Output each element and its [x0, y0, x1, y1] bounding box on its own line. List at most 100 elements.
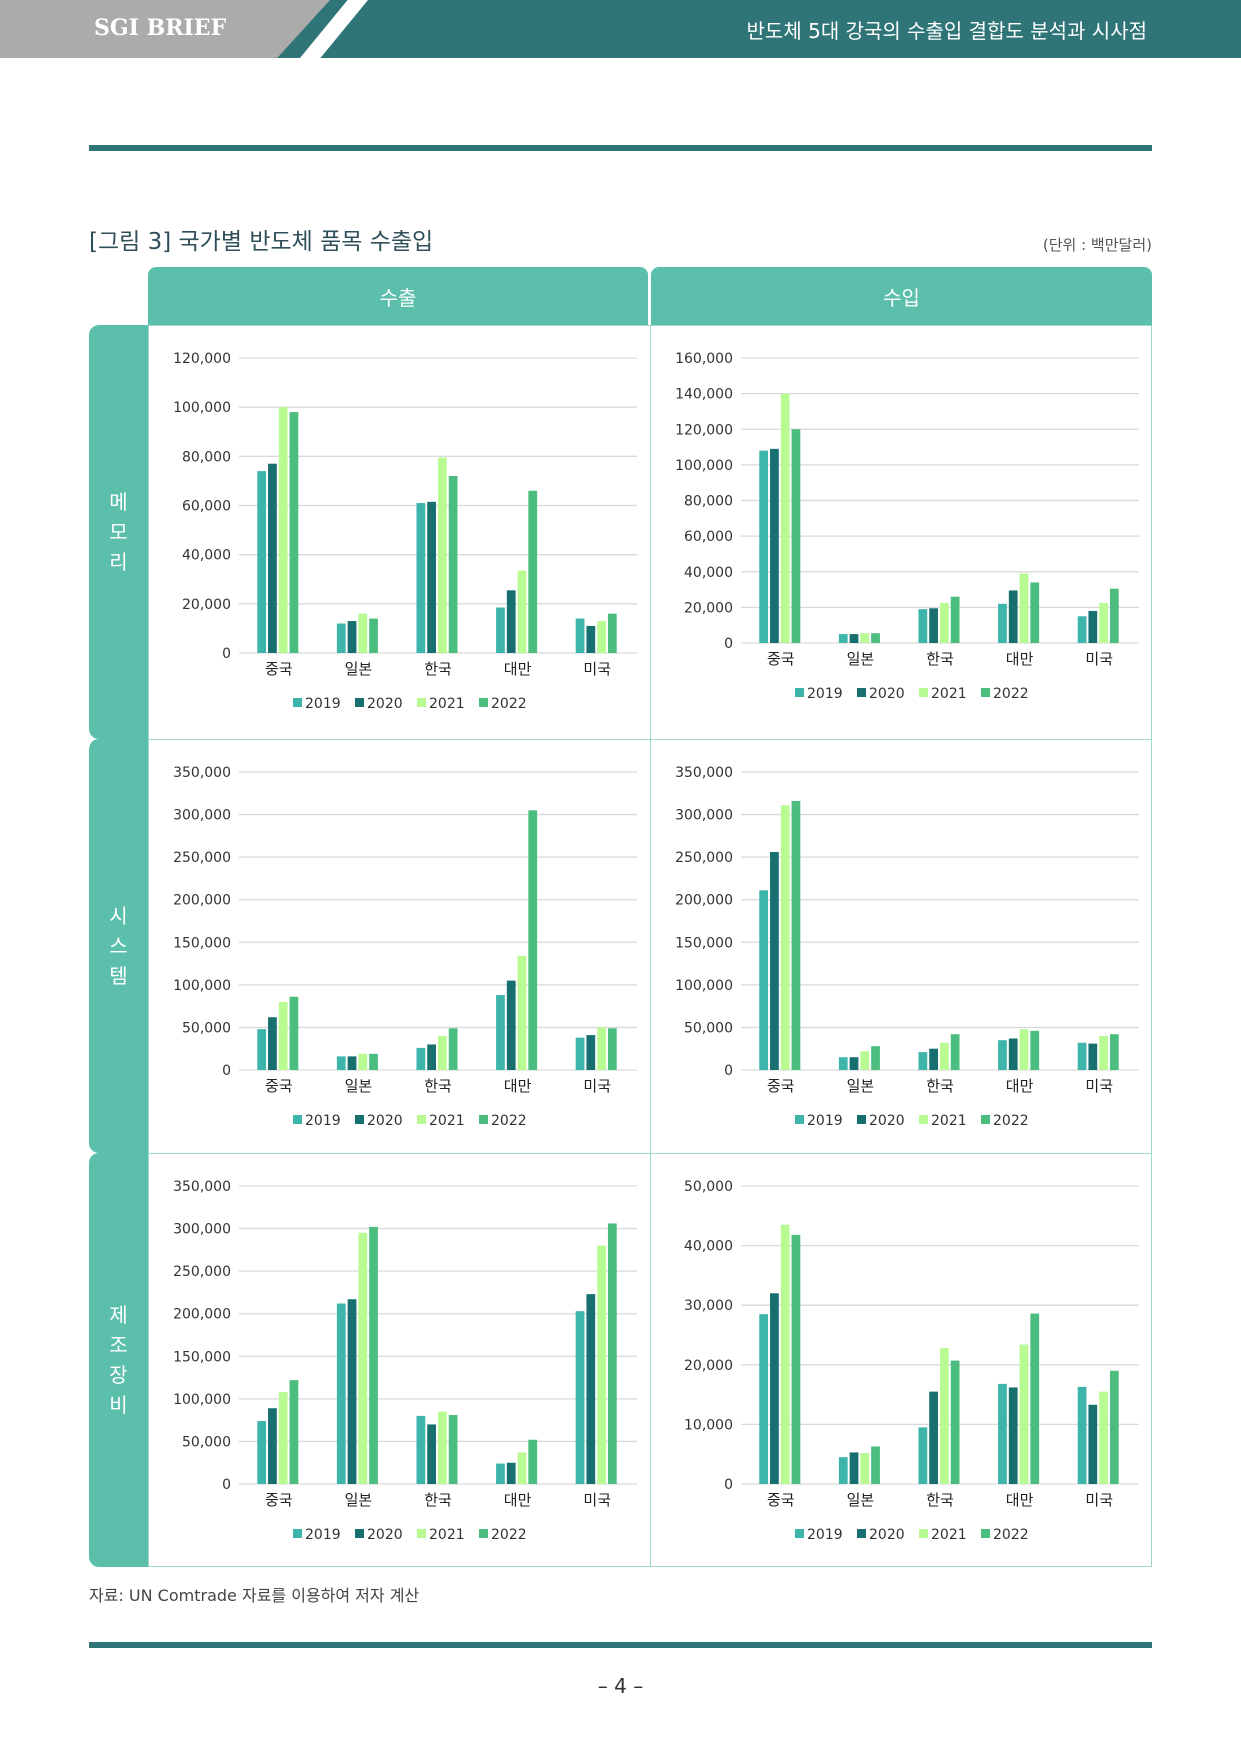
bar-2019	[918, 609, 928, 643]
bar-2019	[336, 1303, 346, 1484]
legend-label: 2021	[931, 1113, 967, 1129]
y-tick-label: 300,000	[173, 808, 231, 824]
legend-swatch	[857, 1115, 866, 1124]
bar-2020	[849, 634, 859, 643]
legend-label: 2020	[367, 696, 403, 712]
y-tick-label: 100,000	[173, 400, 231, 416]
bar-chart: 0 50,000 100,000 150,000 200,000 250,000 300,0…	[173, 1179, 637, 1543]
y-tick-label: 20,000	[684, 1358, 733, 1374]
y-tick-label: 80,000	[684, 494, 733, 510]
y-tick-label: 50,000	[182, 1020, 231, 1036]
bar-2021	[1019, 1029, 1029, 1070]
bar-2021	[597, 621, 606, 653]
legend-label: 2019	[807, 1113, 843, 1129]
legend-label: 2022	[491, 696, 527, 712]
row-header-label: 시스템	[109, 904, 128, 988]
bar-2020	[849, 1452, 859, 1484]
legend-swatch	[355, 1115, 364, 1124]
legend-swatch	[795, 688, 804, 697]
bar-2019	[1077, 1386, 1087, 1484]
legend-swatch	[355, 698, 364, 707]
bar-2019	[838, 634, 848, 643]
legend-swatch	[479, 698, 488, 707]
source-note: 자료: UN Comtrade 자료를 이용하여 저자 계산	[89, 1586, 420, 1605]
bar-2019	[257, 1420, 267, 1484]
bar-chart: 0 10,000 20,000 30,000 40,000 50,000 중국 일본 한국 대만 미…	[684, 1179, 1139, 1543]
y-tick-label: 140,000	[675, 387, 733, 403]
legend-label: 2021	[931, 686, 967, 702]
legend-swatch	[355, 1529, 364, 1538]
bar-2022	[289, 1380, 299, 1484]
y-tick-label: 150,000	[173, 935, 231, 951]
bar-2022	[448, 1028, 458, 1070]
bar-2019	[918, 1427, 928, 1484]
brand-logo: SGI BRIEF	[94, 15, 227, 41]
bar-2021	[358, 613, 368, 653]
bar-chart: 0 50,000 100,000 150,000 200,000 250,000 300,0…	[675, 765, 1139, 1129]
y-tick-label: 100,000	[173, 978, 231, 994]
bar-2020	[1008, 1387, 1018, 1484]
x-tick-label: 일본	[345, 1077, 373, 1095]
bar-2022	[448, 1415, 458, 1484]
x-tick-label: 중국	[265, 1491, 293, 1509]
bar-2021	[278, 407, 288, 653]
bar-2021	[358, 1232, 368, 1484]
bar-2021	[438, 457, 447, 653]
legend-swatch	[919, 1115, 928, 1124]
y-tick-label: 0	[222, 1063, 231, 1079]
bar-2019	[575, 1037, 585, 1070]
bar-2021	[940, 602, 949, 643]
legend-swatch	[981, 1529, 990, 1538]
bar-2022	[1109, 1034, 1119, 1070]
chart-equipment-export: 0 50,000 100,000 150,000 200,000 250,000 300,0…	[148, 1153, 651, 1567]
bar-2020	[1088, 1043, 1098, 1070]
legend-label: 2022	[993, 1527, 1029, 1543]
bar-2021	[780, 1224, 790, 1484]
bar-2022	[607, 613, 617, 653]
legend-swatch	[919, 1529, 928, 1538]
bar-2022	[369, 1226, 378, 1484]
bar-2019	[838, 1457, 848, 1484]
legend-label: 2021	[931, 1527, 967, 1543]
y-tick-label: 200,000	[173, 1307, 231, 1323]
bar-2022	[369, 618, 378, 653]
bar-2022	[369, 1053, 378, 1070]
bar-2021	[517, 1452, 527, 1484]
y-tick-label: 200,000	[675, 893, 733, 909]
y-tick-label: 150,000	[675, 935, 733, 951]
legend-label: 2020	[869, 1113, 905, 1129]
bar-2020	[506, 980, 516, 1070]
bar-2022	[791, 800, 801, 1070]
y-tick-label: 40,000	[182, 548, 231, 564]
bar-2020	[268, 463, 277, 653]
legend-label: 2020	[869, 686, 905, 702]
chart-memory-export: 0 20,000 40,000 60,000 80,000 100,000 120,000 중…	[148, 325, 651, 740]
bar-2020	[347, 1299, 357, 1484]
bar-2020	[586, 1294, 596, 1484]
x-tick-label: 한국	[926, 650, 954, 668]
bar-2020	[1008, 1038, 1018, 1070]
x-tick-label: 일본	[847, 1491, 875, 1509]
bar-2021	[1019, 573, 1029, 643]
legend-label: 2021	[429, 1113, 465, 1129]
y-tick-label: 300,000	[173, 1222, 231, 1238]
legend-swatch	[293, 1115, 302, 1124]
y-tick-label: 30,000	[684, 1298, 733, 1314]
legend-swatch	[857, 1529, 866, 1538]
bar-2022	[289, 996, 299, 1070]
legend-label: 2022	[993, 1113, 1029, 1129]
legend-label: 2019	[305, 1113, 341, 1129]
bar-2019	[336, 1056, 346, 1070]
bottom-rule	[89, 1642, 1152, 1648]
bar-2019	[759, 1314, 769, 1484]
bar-2022	[950, 596, 960, 643]
row-header-memory: 메모리	[89, 325, 148, 739]
bar-2021	[1099, 1391, 1108, 1484]
x-tick-label: 대만	[1006, 1077, 1034, 1095]
bar-2019	[998, 1040, 1007, 1070]
x-tick-label: 미국	[1085, 1491, 1113, 1509]
bar-2019	[496, 607, 505, 653]
bar-2022	[1109, 588, 1119, 643]
y-tick-label: 250,000	[173, 850, 231, 866]
bar-2019	[257, 471, 267, 653]
